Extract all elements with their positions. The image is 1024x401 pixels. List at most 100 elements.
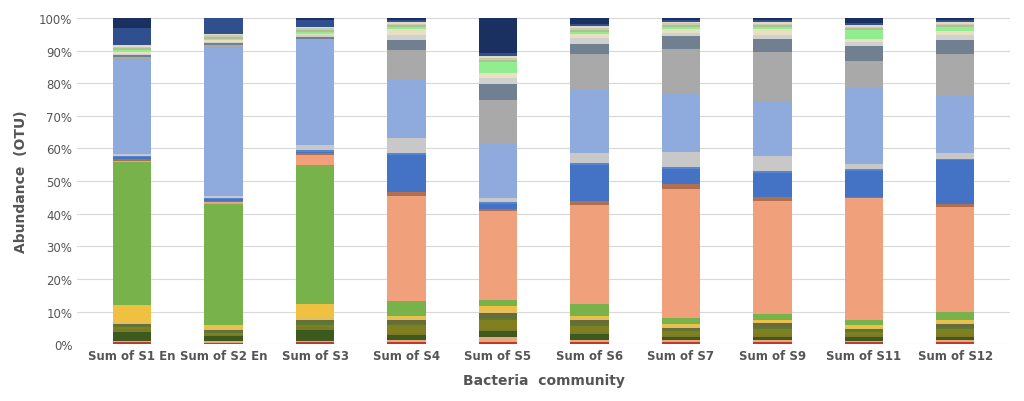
Bar <box>296 318 334 320</box>
Bar <box>936 340 975 342</box>
Bar <box>662 21 700 22</box>
Bar <box>387 320 426 324</box>
Bar <box>205 36 243 38</box>
Bar <box>753 30 792 36</box>
Bar <box>296 28 334 29</box>
Bar <box>205 203 243 205</box>
Bar <box>753 19 792 21</box>
Bar <box>387 21 426 22</box>
Bar <box>479 309 517 313</box>
Bar <box>479 338 517 342</box>
Bar <box>479 85 517 101</box>
Bar <box>753 320 792 322</box>
Bar <box>479 209 517 211</box>
Bar <box>570 55 608 90</box>
Bar <box>296 38 334 40</box>
X-axis label: Bacteria  community: Bacteria community <box>463 373 625 387</box>
Bar <box>753 22 792 24</box>
Bar <box>113 49 152 51</box>
Bar <box>662 50 700 94</box>
Bar <box>113 56 152 58</box>
Bar <box>753 101 792 156</box>
Bar <box>662 342 700 344</box>
Bar <box>662 26 700 28</box>
Bar <box>936 329 975 335</box>
Bar <box>479 101 517 145</box>
Bar <box>479 63 517 74</box>
Bar <box>662 318 700 324</box>
Bar <box>570 35 608 38</box>
Bar <box>936 41 975 55</box>
Bar <box>570 154 608 164</box>
Bar <box>387 324 426 326</box>
Bar <box>570 27 608 29</box>
Bar <box>296 150 334 152</box>
Bar <box>845 29 883 31</box>
Bar <box>479 59 517 61</box>
Bar <box>205 333 243 335</box>
Bar <box>845 337 883 341</box>
Bar <box>387 318 426 320</box>
Bar <box>845 88 883 164</box>
Bar <box>113 161 152 163</box>
Bar <box>479 205 517 209</box>
Bar <box>387 333 426 335</box>
Bar <box>387 154 426 155</box>
Bar <box>113 51 152 53</box>
Bar <box>387 28 426 30</box>
Bar <box>845 26 883 28</box>
Bar <box>662 34 700 37</box>
Bar <box>936 204 975 208</box>
Bar <box>570 19 608 25</box>
Bar <box>570 166 608 201</box>
Bar <box>387 26 426 28</box>
Bar <box>662 335 700 337</box>
Bar <box>570 29 608 31</box>
Bar <box>570 45 608 55</box>
Bar <box>662 168 700 170</box>
Bar <box>387 41 426 51</box>
Bar <box>662 170 700 184</box>
Bar <box>845 342 883 344</box>
Bar <box>296 327 334 330</box>
Bar <box>113 341 152 342</box>
Bar <box>296 156 334 166</box>
Bar <box>205 341 243 343</box>
Bar <box>113 322 152 324</box>
Bar <box>936 24 975 26</box>
Bar <box>387 342 426 344</box>
Bar <box>662 19 700 21</box>
Bar <box>662 22 700 24</box>
Bar <box>936 161 975 204</box>
Bar <box>205 39 243 41</box>
Bar <box>296 330 334 341</box>
Bar <box>296 320 334 322</box>
Bar <box>296 36 334 38</box>
Bar <box>936 21 975 22</box>
Bar <box>845 197 883 199</box>
Bar <box>387 340 426 342</box>
Bar <box>662 153 700 168</box>
Bar <box>845 329 883 330</box>
Bar <box>753 322 792 324</box>
Bar <box>479 145 517 198</box>
Bar <box>205 44 243 46</box>
Bar <box>662 330 700 331</box>
Bar <box>570 320 608 324</box>
Bar <box>296 154 334 156</box>
Bar <box>479 329 517 331</box>
Bar <box>845 325 883 327</box>
Bar <box>570 332 608 334</box>
Bar <box>753 335 792 337</box>
Bar <box>570 305 608 316</box>
Bar <box>296 29 334 31</box>
Bar <box>479 300 517 307</box>
Bar <box>296 33 334 34</box>
Bar <box>845 43 883 47</box>
Bar <box>845 336 883 337</box>
Bar <box>753 40 792 53</box>
Bar <box>570 316 608 318</box>
Bar <box>205 332 243 333</box>
Bar <box>936 320 975 322</box>
Y-axis label: Abundance  (OTU): Abundance (OTU) <box>14 110 28 253</box>
